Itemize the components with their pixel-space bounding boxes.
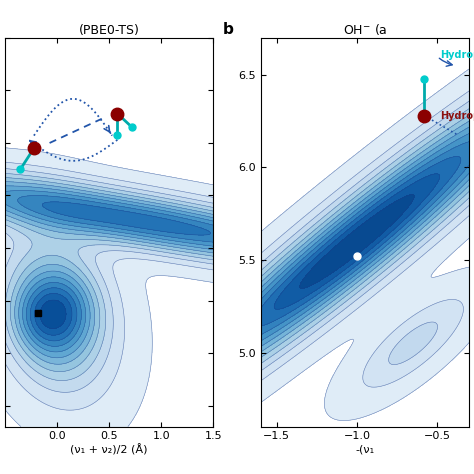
- Title: OH$^{-}$ (a: OH$^{-}$ (a: [343, 22, 387, 37]
- Text: Hydrophobic: Hydrophobic: [440, 50, 474, 60]
- Text: Hydrophilic: Hydrophilic: [440, 110, 474, 121]
- X-axis label: -(ν₁: -(ν₁: [356, 444, 374, 454]
- X-axis label: (ν₁ + ν₂)/2 (Å): (ν₁ + ν₂)/2 (Å): [70, 444, 148, 456]
- Title: (PBE0-TS): (PBE0-TS): [79, 24, 139, 37]
- Text: b: b: [223, 22, 234, 37]
